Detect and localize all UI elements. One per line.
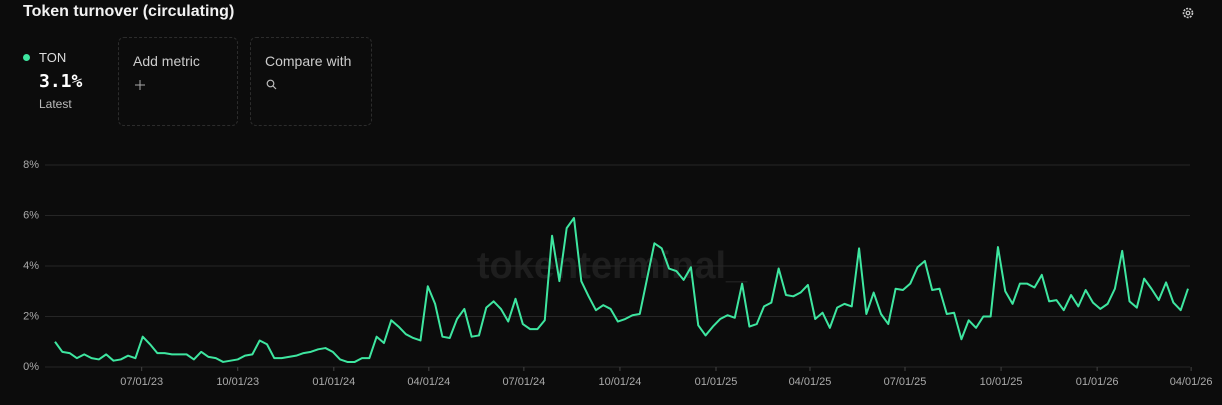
add-metric[interactable]: Add metric bbox=[118, 37, 238, 126]
x-tick-label: 01/01/24 bbox=[312, 376, 355, 388]
x-tick-label: 07/01/24 bbox=[502, 376, 545, 388]
add-metric-label: Add metric bbox=[133, 53, 200, 69]
x-tick-label: 01/01/25 bbox=[695, 376, 738, 388]
x-tick-label: 04/01/24 bbox=[407, 376, 450, 388]
y-tick-label: 2% bbox=[23, 310, 39, 322]
latest-value: 3.1% bbox=[39, 71, 83, 92]
x-tick-label: 07/01/25 bbox=[884, 376, 927, 388]
settings-icon[interactable] bbox=[1181, 6, 1195, 20]
x-tick-label: 10/01/25 bbox=[980, 376, 1023, 388]
y-tick-label: 0% bbox=[23, 361, 39, 373]
y-tick-label: 6% bbox=[23, 209, 39, 221]
x-tick-label: 10/01/24 bbox=[599, 376, 642, 388]
x-tick-label: 10/01/23 bbox=[216, 376, 259, 388]
compare-label: Compare with bbox=[265, 53, 352, 69]
latest-caption: Latest bbox=[39, 97, 72, 111]
legend-name: TON bbox=[39, 50, 67, 65]
plus-icon bbox=[135, 80, 145, 90]
x-tick-label: 07/01/23 bbox=[120, 376, 163, 388]
chart-title: Token turnover (circulating) bbox=[23, 3, 235, 20]
y-tick-label: 8% bbox=[23, 159, 39, 171]
data-line bbox=[54, 217, 1189, 363]
y-tick-label: 4% bbox=[23, 260, 39, 272]
x-tick-label: 01/01/26 bbox=[1076, 376, 1119, 388]
legend-dot bbox=[23, 54, 30, 61]
x-tick-label: 04/01/26 bbox=[1170, 376, 1213, 388]
compare-with[interactable]: Compare with bbox=[250, 37, 372, 126]
search-icon bbox=[266, 79, 277, 90]
x-tick-label: 04/01/25 bbox=[789, 376, 832, 388]
